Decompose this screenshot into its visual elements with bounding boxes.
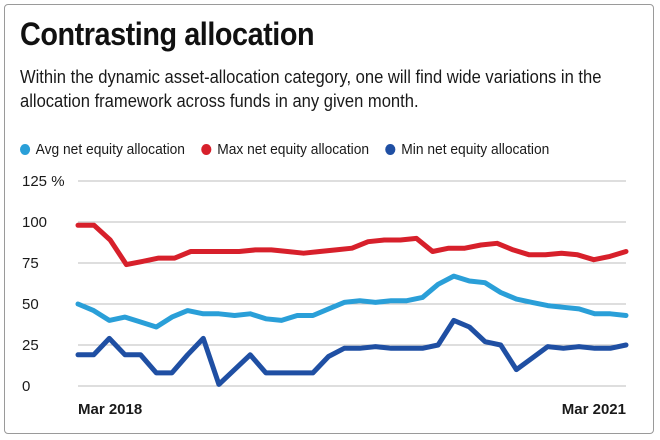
series-line-min [75, 317, 629, 387]
legend-swatch-min [385, 143, 396, 155]
legend-item-max: Max net equity allocation [201, 140, 370, 158]
y-tick-label-top: 125 % [22, 173, 65, 190]
legend-item-min: Min net equity allocation [385, 140, 550, 158]
series-line-max [75, 222, 629, 268]
y-tick-label: 25 [22, 337, 39, 354]
chart-frame [4, 4, 654, 434]
chart-title: Contrasting allocation [20, 16, 315, 52]
y-tick-label: 0 [22, 378, 30, 395]
x-tick-label-end: Mar 2021 [562, 401, 626, 418]
y-tick-label: 100 [22, 214, 47, 231]
legend-swatch-avg [20, 143, 31, 155]
chart-subtitle: Within the dynamic asset-allocation cate… [20, 67, 602, 111]
x-tick-label-start: Mar 2018 [78, 401, 142, 418]
legend-label-avg: Avg net equity allocation [35, 140, 185, 158]
y-tick-label: 75 [22, 255, 39, 272]
legend-swatch-max [201, 143, 212, 155]
legend-item-avg: Avg net equity allocation [20, 141, 185, 158]
legend: Avg net equity allocation Max net equity… [20, 139, 566, 159]
y-tick-label: 50 [22, 296, 39, 313]
legend-label-min: Min net equity allocation [401, 140, 550, 158]
legend-label-max: Max net equity allocation [217, 140, 370, 158]
series-line-avg [75, 273, 629, 330]
